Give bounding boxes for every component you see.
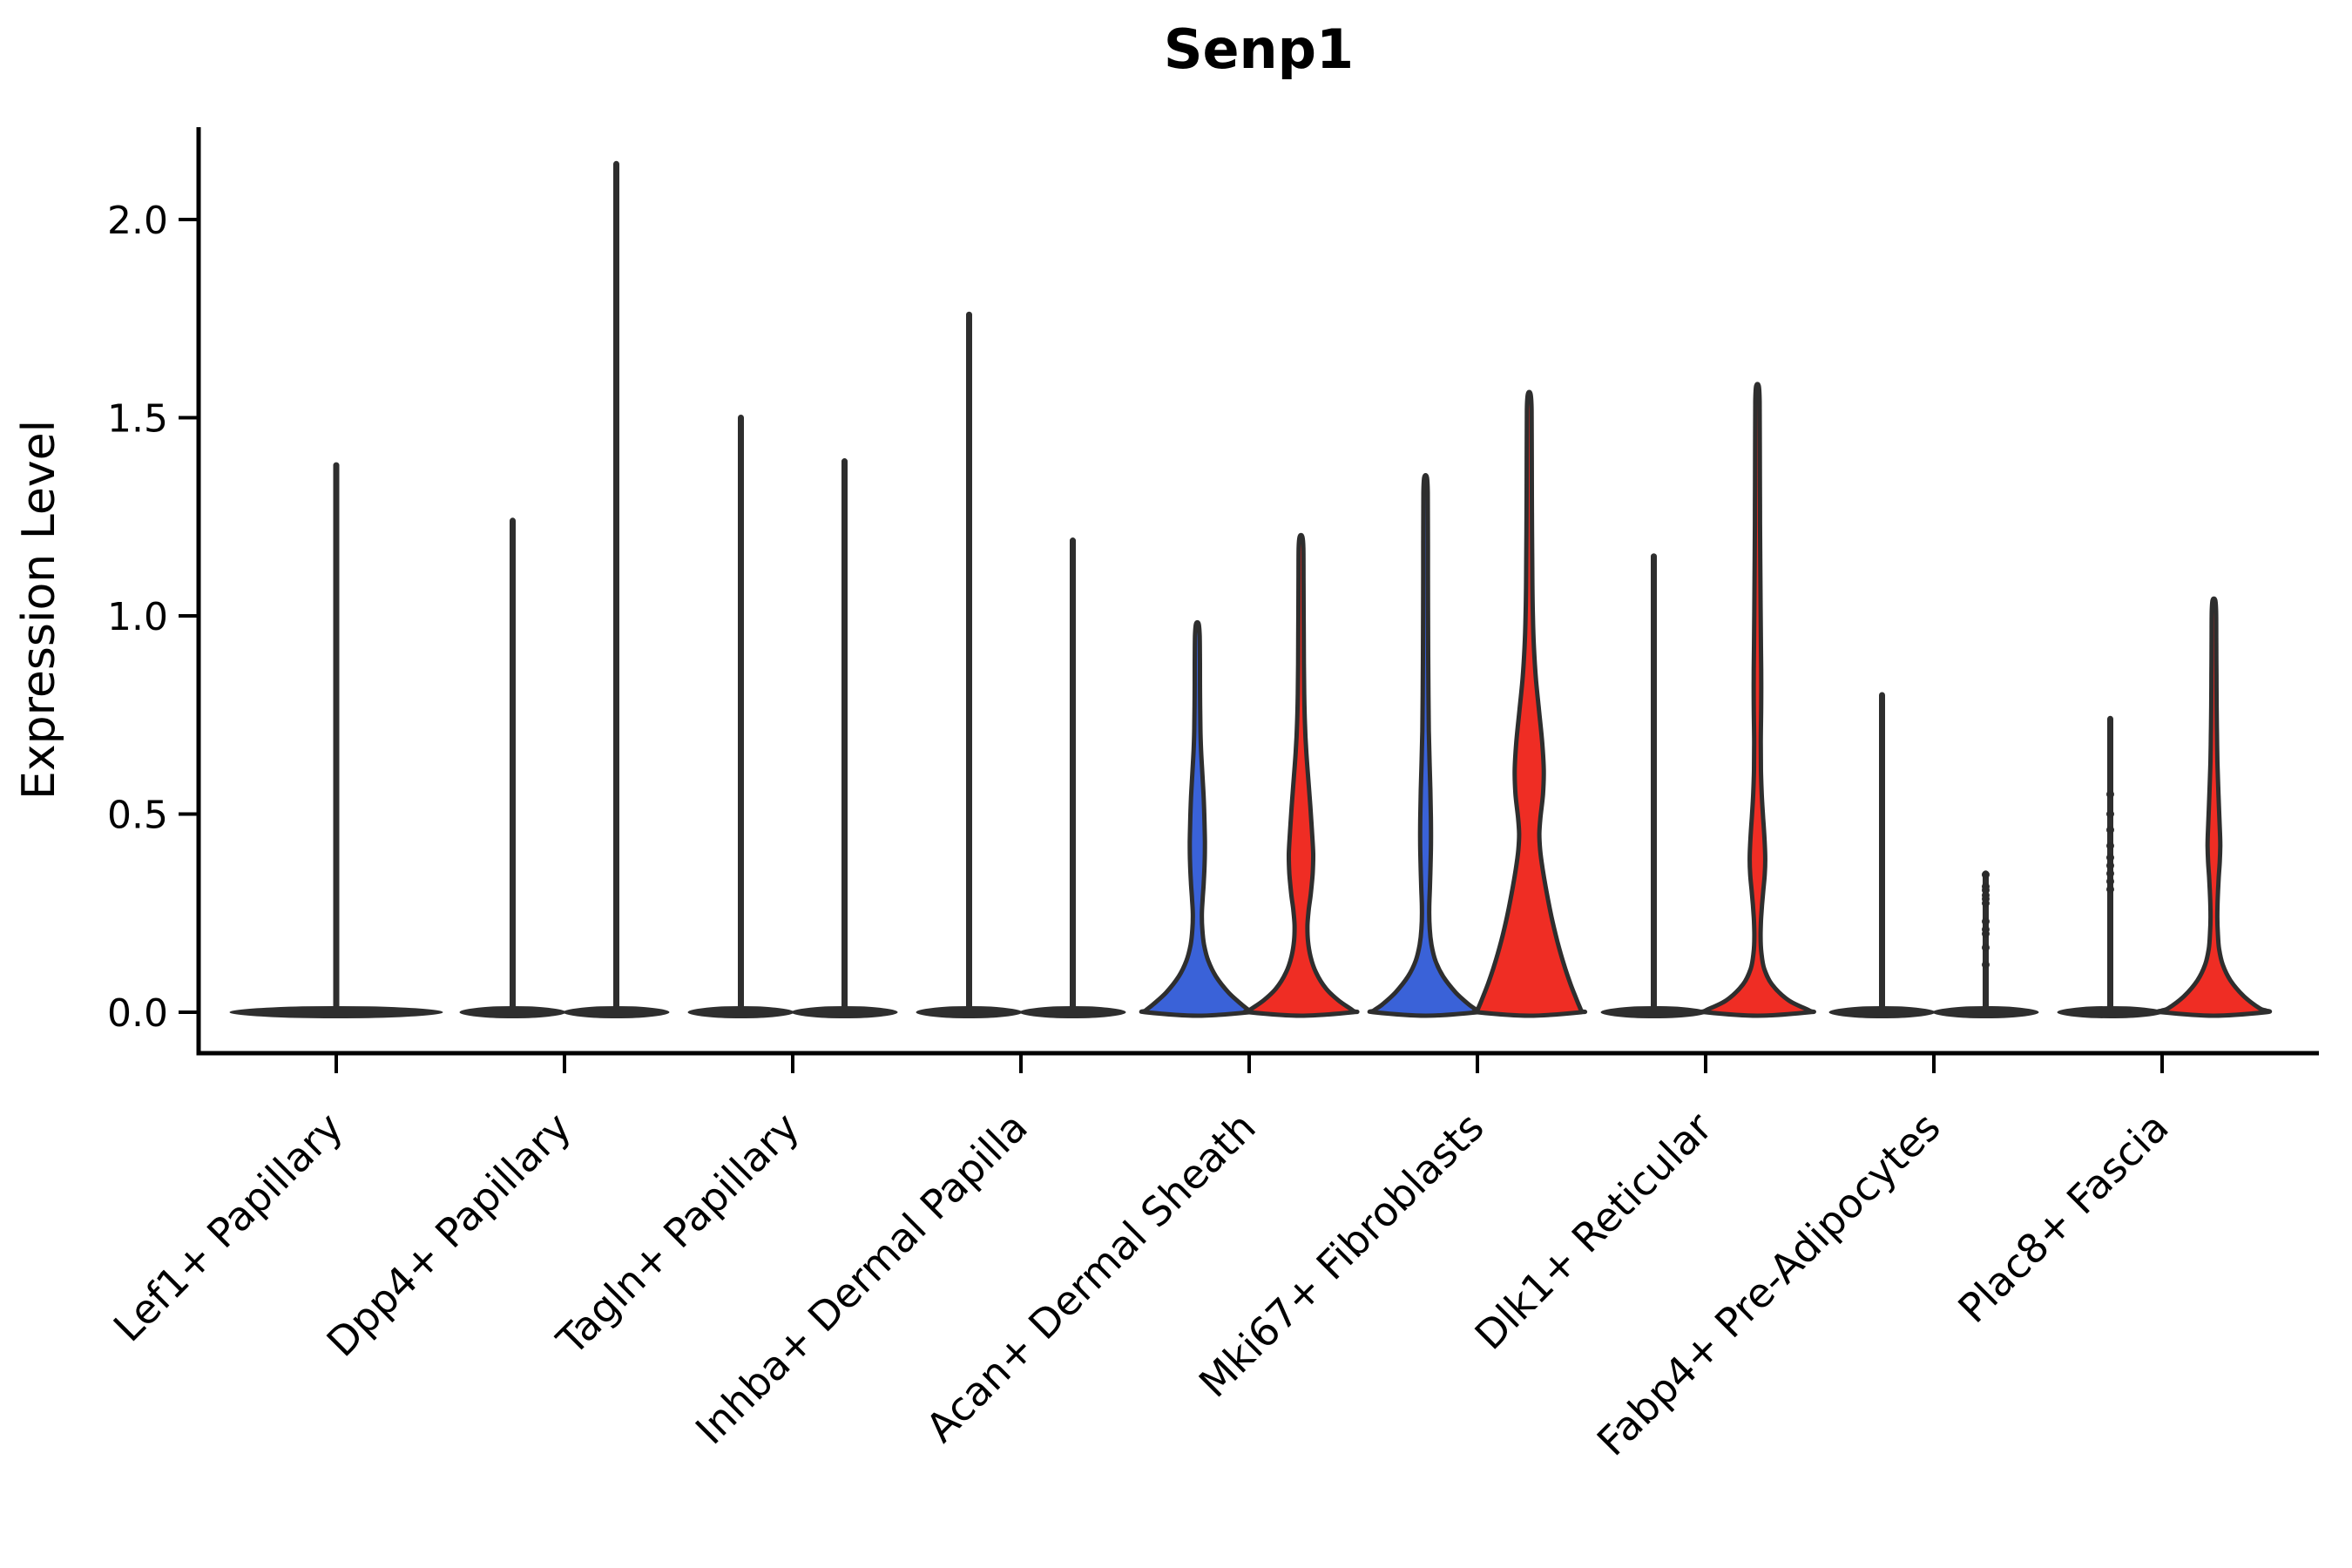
y-tick-label: 2.0: [107, 199, 168, 243]
x-tick-label-6: Dlk1+ Reticular: [1466, 1104, 1721, 1359]
jitter-point: [1982, 870, 1990, 879]
jitter-point: [2106, 862, 2114, 870]
violin-5-right: [1470, 389, 1588, 1018]
violin-1-right-base: [563, 1005, 670, 1019]
y-tick-label: 1.0: [107, 595, 168, 639]
violin-0-center-base: [229, 1005, 443, 1019]
violin-6-right: [1699, 382, 1816, 1018]
jitter-point: [1982, 960, 1990, 969]
y-tick-label: 0.5: [107, 794, 168, 838]
violin-8-right: [2155, 596, 2273, 1018]
x-tick-label-8: Plac8+ Fascia: [1949, 1104, 2177, 1332]
jitter-point: [1982, 899, 1990, 908]
jitter-point: [2106, 826, 2114, 835]
jitter-point: [2106, 841, 2114, 850]
violin-5-left: [1367, 472, 1484, 1018]
violin-4-right: [1242, 532, 1360, 1018]
jitter-point: [1982, 917, 1990, 926]
jitter-point: [2106, 885, 2114, 894]
y-axis-label: Expression Level: [13, 420, 65, 800]
violin-2-right-base: [791, 1005, 898, 1019]
x-tick-label-1: Dpp4+ Papillary: [318, 1104, 580, 1366]
jitter-point: [2106, 790, 2114, 799]
chart-title: Senp1: [1164, 17, 1354, 81]
jitter-point: [2106, 877, 2114, 886]
violin-7-right-base: [1932, 1005, 2039, 1019]
jitter-point: [2106, 869, 2114, 878]
jitter-point: [1982, 943, 1990, 952]
jitter-point: [2106, 854, 2114, 862]
x-tick-label-2: Tagln+ Papillary: [547, 1104, 808, 1365]
jitter-point: [1982, 929, 1990, 938]
violin-3-right-base: [1019, 1005, 1126, 1019]
x-tick-label-0: Lef1+ Papillary: [105, 1104, 352, 1351]
y-tick-label: 1.5: [107, 397, 168, 442]
violin-4-left: [1139, 619, 1256, 1018]
y-tick-label: 0.0: [107, 991, 168, 1036]
jitter-point: [2106, 810, 2114, 818]
